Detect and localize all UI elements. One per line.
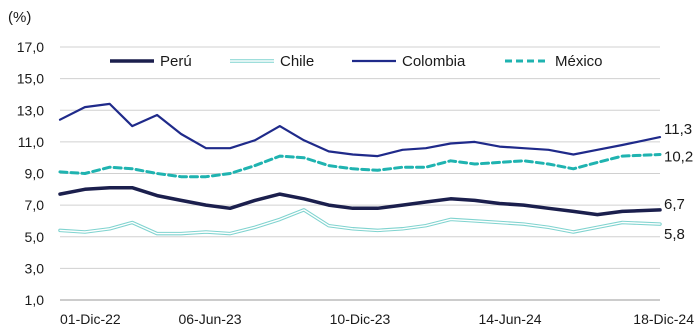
y-unit-label: (%) — [8, 9, 31, 26]
x-tick-label: 18-Dic-24 — [633, 311, 694, 327]
legend: Perú Chile Colombia México — [110, 53, 603, 70]
y-tick-label: 1,0 — [25, 292, 45, 308]
axes: 1,0 3,0 5,0 7,0 9,0 11,0 13,0 15,0 17,0 01-Dic-22… — [17, 39, 694, 327]
series-line-peru — [58, 185, 662, 217]
legend-label: Chile — [280, 53, 314, 70]
y-tick-label: 3,0 — [25, 260, 45, 276]
end-value-label: 5,8 — [664, 226, 685, 243]
y-tick-label: 5,0 — [25, 229, 45, 245]
legend-label: Perú — [160, 53, 192, 70]
end-value-label: 10,2 — [664, 149, 693, 166]
y-tick-label: 7,0 — [25, 197, 45, 213]
legend-label: Colombia — [402, 53, 466, 70]
series-line-mexico — [58, 153, 662, 179]
end-value-label: 11,3 — [664, 121, 692, 138]
end-labels: 6,7 5,8 11,3 10,2 — [664, 121, 693, 243]
y-tick-label: 9,0 — [25, 166, 45, 182]
y-tick-label: 13,0 — [17, 102, 44, 118]
end-value-label: 6,7 — [664, 196, 685, 213]
y-tick-label: 15,0 — [17, 71, 44, 87]
series-line-chile-inner — [59, 209, 661, 235]
x-tick-label: 01-Dic-22 — [60, 311, 121, 327]
x-tick-label: 14-Jun-24 — [478, 311, 541, 327]
series-lines — [58, 102, 662, 236]
legend-label: México — [555, 53, 603, 70]
y-tick-label: 17,0 — [17, 39, 44, 55]
x-tick-label: 10-Dic-23 — [330, 311, 391, 327]
y-tick-label: 11,0 — [18, 134, 44, 150]
series-line-colombia — [58, 102, 662, 158]
x-tick-label: 06-Jun-23 — [178, 311, 241, 327]
